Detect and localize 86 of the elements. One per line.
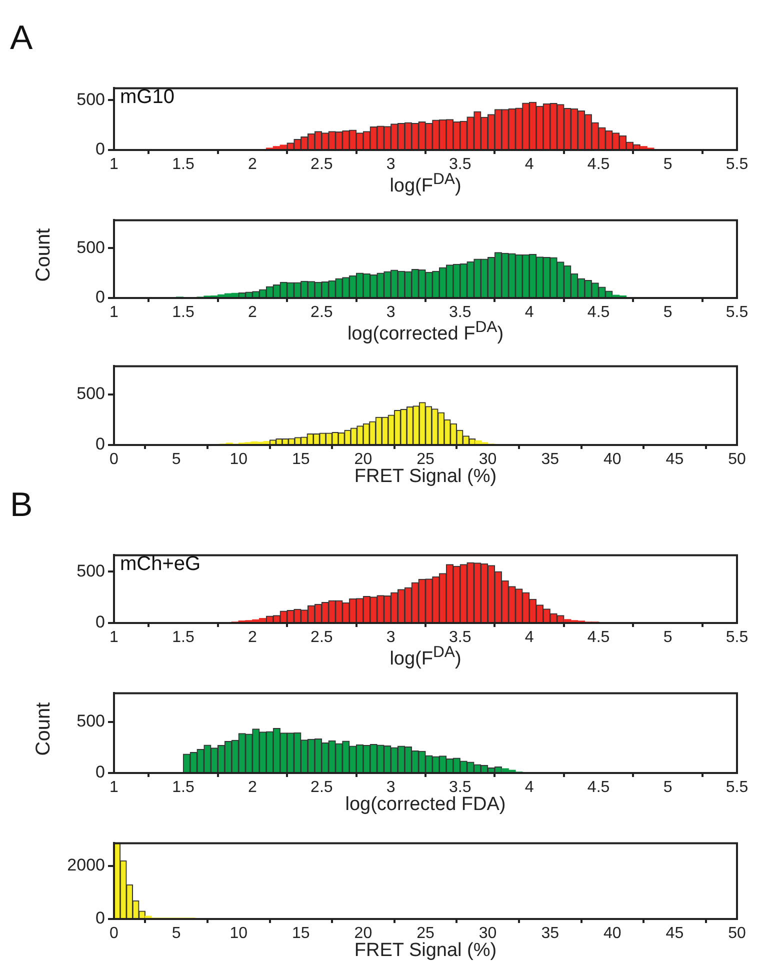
x-tick-label: 5 — [172, 451, 181, 468]
x-tick-label: 1.5 — [172, 779, 194, 796]
y-tick-label: 500 — [76, 561, 105, 580]
x-tick-label: 15 — [292, 925, 310, 942]
x-tick-label: 5 — [663, 629, 672, 646]
x-tick-label: 2 — [248, 629, 257, 646]
x-tick-label: 5.5 — [726, 629, 748, 646]
x-tick-label: 1.5 — [172, 156, 194, 174]
x-axis-title: FRET Signal (%) — [354, 466, 497, 487]
x-axis-title: log(corrected F$^{DA}$) — [347, 319, 504, 344]
x-tick-label: 50 — [728, 451, 746, 468]
x-tick-label: 2.5 — [310, 304, 333, 322]
x-tick-label: 4 — [524, 156, 534, 174]
x-tick-label: 2 — [248, 779, 257, 796]
x-tick-label: 1.5 — [172, 304, 194, 322]
x-tick-label: 20 — [354, 925, 372, 942]
x-axis-title: log(F$^{DA}$) — [390, 171, 462, 196]
x-tick-label: 25 — [416, 451, 434, 468]
x-tick-label: 0 — [110, 925, 119, 942]
x-axis-title: FRET Signal (%) — [354, 940, 497, 961]
x-tick-label: 3.5 — [448, 779, 472, 796]
x-tick-label: 4.5 — [587, 156, 610, 174]
y-axis-title: Count — [32, 702, 56, 756]
annotation: mCh+eG — [120, 553, 201, 576]
x-tick-label: 4 — [524, 629, 534, 646]
y-tick-label: 0 — [96, 288, 105, 307]
text: A — [10, 19, 33, 58]
y-tick-label: 500 — [76, 384, 105, 404]
x-tick-label: 3 — [386, 304, 396, 322]
x-tick-label: 4.5 — [587, 779, 610, 796]
x-tick-label: 45 — [666, 925, 684, 942]
y-tick-label: 2000 — [67, 855, 105, 874]
y-tick-label: 0 — [96, 140, 105, 159]
y-tick-label: 500 — [76, 90, 105, 109]
x-tick-label: 4.5 — [587, 304, 610, 322]
x-tick-label: 2 — [248, 304, 257, 322]
x-tick-label: 15 — [292, 451, 310, 468]
x-tick-label: 1 — [110, 156, 119, 174]
x-tick-label: 5.5 — [726, 779, 748, 796]
x-tick-label: 2 — [248, 156, 257, 174]
x-tick-label: 40 — [604, 451, 622, 468]
x-tick-label: 35 — [541, 451, 560, 468]
y-tick-label: 500 — [76, 712, 105, 731]
x-tick-label: 3 — [386, 156, 396, 174]
x-tick-label: 1 — [110, 629, 119, 646]
x-tick-label: 40 — [604, 925, 622, 942]
x-tick-label: 5.5 — [726, 156, 748, 174]
x-tick-label: 3.5 — [448, 304, 472, 322]
x-tick-label: 4.5 — [587, 629, 610, 646]
y-tick-label: 0 — [96, 612, 105, 632]
x-tick-label: 50 — [728, 925, 746, 942]
x-tick-label: 3.5 — [448, 156, 472, 174]
y-axis-title: Count — [32, 228, 56, 282]
x-tick-label: 1 — [110, 779, 119, 796]
x-tick-label: 10 — [230, 451, 248, 468]
x-tick-label: 3 — [386, 629, 396, 646]
x-tick-label: 5 — [172, 925, 181, 942]
x-tick-label: 30 — [478, 451, 497, 468]
x-tick-label: 0 — [110, 451, 119, 468]
y-tick-label: 0 — [96, 434, 105, 454]
y-tick-label: 0 — [96, 908, 105, 928]
x-tick-label: 10 — [230, 925, 248, 942]
x-tick-label: 5.5 — [726, 304, 748, 322]
x-tick-label: 45 — [666, 451, 684, 468]
x-tick-label: 2.5 — [310, 779, 333, 796]
x-tick-label: 5 — [663, 304, 672, 322]
x-tick-label: 5 — [663, 156, 672, 174]
x-tick-label: 35 — [541, 925, 560, 942]
x-tick-label: 2.5 — [310, 156, 333, 174]
y-tick-label: 0 — [96, 762, 105, 782]
x-tick-label: 20 — [354, 451, 372, 468]
x-tick-label: 3.5 — [448, 629, 472, 646]
x-tick-label: 3 — [386, 779, 396, 796]
x-tick-label: 30 — [478, 925, 497, 942]
x-axis-title: log(F$^{DA}$) — [390, 644, 462, 670]
x-tick-label: 4 — [524, 779, 534, 796]
x-tick-label: 1 — [110, 304, 119, 322]
x-tick-label: 25 — [416, 925, 434, 942]
x-axis-title: log(corrected FDA) — [345, 794, 506, 815]
y-tick-label: 500 — [76, 238, 105, 257]
x-tick-label: 5 — [663, 779, 672, 796]
text: B — [10, 486, 33, 525]
x-tick-label: 4 — [524, 304, 534, 322]
annotation: mG10 — [120, 86, 174, 109]
x-tick-label: 1.5 — [172, 629, 194, 646]
x-tick-label: 2.5 — [310, 629, 333, 646]
